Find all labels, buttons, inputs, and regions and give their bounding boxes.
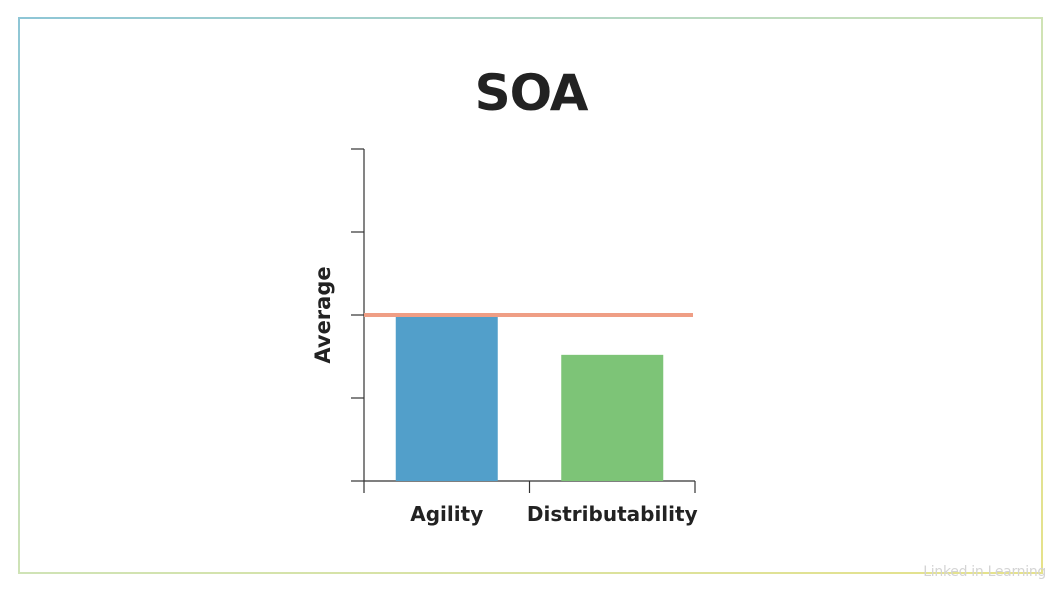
y-axis-label: Average xyxy=(311,266,335,363)
x-tick-label-distributability: Distributability xyxy=(527,502,698,526)
bar-agility xyxy=(395,315,498,481)
chart-title: SOA xyxy=(474,64,589,122)
x-tick-label-agility: Agility xyxy=(410,502,483,526)
bar-distributability xyxy=(561,354,664,481)
linkedin-learning-watermark: Linked in Learning xyxy=(923,564,1046,580)
